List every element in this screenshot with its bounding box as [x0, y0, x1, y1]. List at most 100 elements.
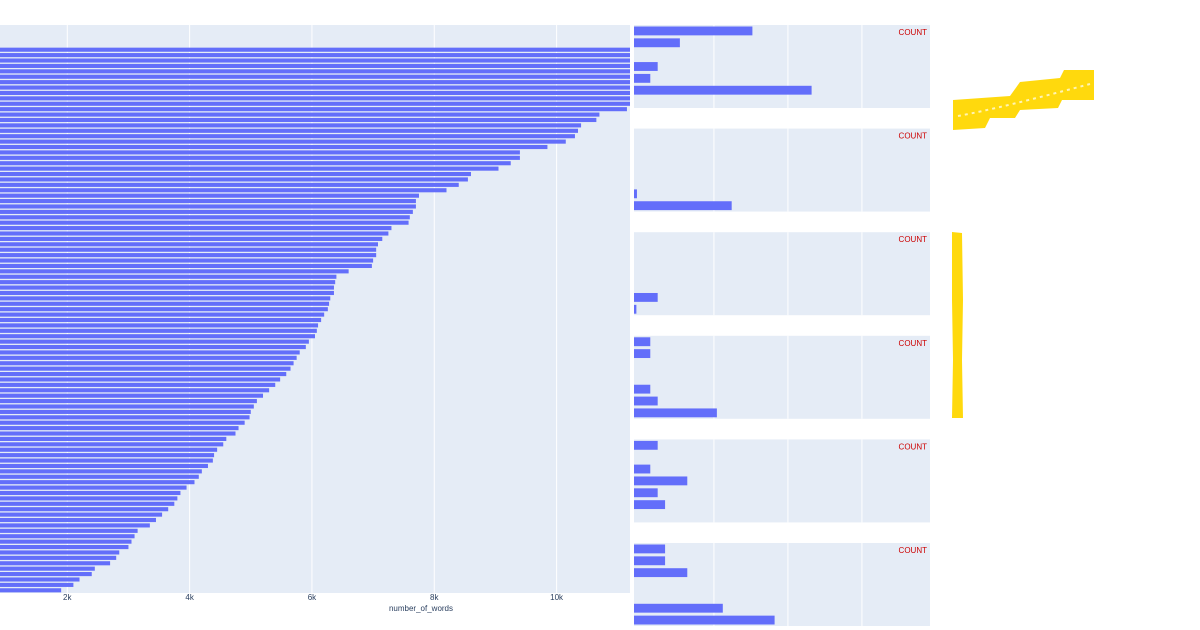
count-panel-plot-area — [634, 128, 930, 212]
main-bars — [0, 47, 630, 593]
main-bar — [0, 63, 630, 68]
main-bar — [0, 572, 92, 577]
count-panel-bar — [634, 544, 666, 554]
main-bar — [0, 199, 416, 204]
main-bar — [0, 177, 468, 182]
main-bar — [0, 561, 111, 566]
main-bar — [0, 469, 202, 474]
count-panel-bar — [634, 201, 732, 211]
main-bar — [0, 404, 254, 409]
count-label: COUNT — [899, 235, 928, 244]
count-panel-bar — [634, 568, 688, 578]
highlighter-stroke-streak — [957, 83, 1091, 117]
highlighter-stroke-vertical — [952, 232, 963, 418]
highlighter-marks — [952, 70, 1094, 418]
count-panel-bar — [634, 408, 717, 418]
count-panel-bar — [634, 349, 651, 359]
main-bar — [0, 80, 630, 85]
main-bar — [0, 117, 597, 123]
main-x-tick-labels: 2k 4k 6k 8k 10k — [63, 593, 564, 602]
main-bar — [0, 263, 372, 268]
main-bar — [0, 361, 294, 366]
main-bar — [0, 139, 566, 144]
main-bar — [0, 290, 334, 296]
main-bar — [0, 220, 409, 225]
main-bar — [0, 534, 135, 539]
count-panel: COUNT — [634, 232, 930, 316]
main-bar — [0, 90, 630, 96]
count-panel-bar — [634, 62, 658, 71]
count-panel-bar — [634, 292, 658, 302]
count-panel: COUNT — [634, 335, 930, 419]
count-panel-bar — [634, 615, 775, 625]
count-panel-bar — [634, 476, 688, 486]
main-x-tick-label: 8k — [430, 593, 439, 602]
count-panel-bar — [634, 337, 651, 347]
main-bar — [0, 436, 227, 441]
main-x-tick-label: 4k — [185, 593, 194, 602]
main-bar — [0, 247, 377, 252]
main-bar — [0, 577, 80, 582]
main-bar — [0, 447, 218, 452]
main-bar — [0, 171, 471, 177]
main-bar — [0, 53, 630, 58]
main-bar — [0, 150, 520, 155]
main-bar — [0, 204, 416, 209]
count-panel-bar — [634, 304, 637, 314]
main-bar — [0, 501, 175, 506]
count-panel-bar — [634, 488, 658, 498]
main-bar — [0, 420, 245, 425]
count-label: COUNT — [899, 442, 928, 451]
count-panel-bar — [634, 26, 753, 36]
count-panel-bar — [634, 189, 637, 199]
main-bar — [0, 393, 264, 398]
main-x-tick-label: 2k — [63, 593, 72, 602]
count-panels: COUNT COUNT COUNT COUNT COUNT COUNT — [634, 25, 930, 626]
main-bar — [0, 350, 300, 355]
count-panel-bar — [634, 556, 666, 566]
count-label: COUNT — [899, 339, 928, 348]
count-label: COUNT — [899, 132, 928, 141]
main-bar — [0, 209, 413, 214]
main-bar — [0, 474, 199, 479]
main-bar — [0, 112, 600, 117]
count-panel-bar — [634, 603, 723, 613]
main-x-tick-label: 10k — [550, 593, 564, 602]
count-panel-bar — [634, 500, 666, 510]
main-bar — [0, 507, 169, 512]
count-panel: COUNT — [634, 543, 930, 626]
count-panel-plot-area — [634, 543, 930, 626]
main-bar — [0, 339, 309, 344]
main-bar — [0, 377, 281, 382]
main-bar — [0, 269, 349, 274]
main-bar — [0, 431, 236, 436]
main-bar — [0, 161, 511, 166]
main-bar — [0, 128, 579, 133]
main-bar — [0, 328, 317, 333]
main-bar — [0, 372, 287, 377]
main-bar — [0, 588, 62, 593]
main-bar — [0, 550, 120, 555]
main-bar — [0, 355, 297, 360]
main-bar — [0, 496, 178, 501]
main-bar — [0, 215, 410, 220]
main-bar — [0, 512, 163, 517]
count-panel: COUNT — [634, 25, 930, 108]
main-bar — [0, 555, 117, 560]
main-bar — [0, 523, 150, 528]
count-panel-bar — [634, 73, 651, 83]
main-bar — [0, 366, 291, 371]
count-panel-plot-area — [634, 25, 930, 108]
main-bar — [0, 453, 215, 458]
count-panel-bar — [634, 464, 651, 474]
main-bar — [0, 517, 156, 523]
count-panel: COUNT — [634, 439, 930, 523]
main-bar-chart: 2k 4k 6k 8k 10k number_of_words — [0, 25, 630, 613]
main-bar — [0, 409, 251, 414]
main-bar — [0, 144, 548, 150]
main-bar — [0, 301, 330, 306]
main-bar — [0, 296, 331, 301]
main-bar — [0, 334, 315, 339]
main-bar — [0, 101, 630, 106]
